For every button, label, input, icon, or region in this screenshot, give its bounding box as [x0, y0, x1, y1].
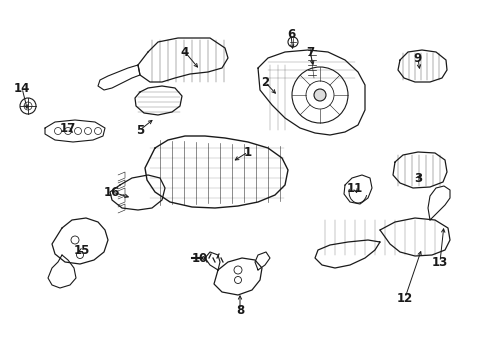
Text: 7: 7	[305, 45, 313, 58]
Text: 4: 4	[181, 45, 189, 58]
Polygon shape	[118, 188, 125, 197]
Circle shape	[291, 67, 347, 123]
Text: 12: 12	[396, 292, 412, 305]
Polygon shape	[254, 252, 269, 270]
Text: 8: 8	[235, 303, 244, 316]
Circle shape	[64, 127, 71, 135]
Text: 9: 9	[413, 51, 421, 64]
Text: 2: 2	[261, 76, 268, 89]
Text: 3: 3	[413, 171, 421, 184]
Text: 17: 17	[60, 122, 76, 135]
Polygon shape	[118, 196, 125, 205]
Polygon shape	[118, 204, 125, 213]
Text: 10: 10	[191, 252, 208, 265]
Polygon shape	[379, 218, 449, 256]
Polygon shape	[145, 136, 287, 208]
Circle shape	[24, 102, 32, 110]
Polygon shape	[45, 120, 105, 142]
Polygon shape	[392, 152, 446, 188]
Text: 14: 14	[14, 81, 30, 94]
Polygon shape	[138, 38, 227, 82]
Circle shape	[74, 127, 81, 135]
Polygon shape	[98, 65, 140, 90]
Circle shape	[20, 98, 36, 114]
Circle shape	[305, 81, 333, 109]
Circle shape	[71, 236, 79, 244]
Text: 16: 16	[103, 185, 120, 198]
Polygon shape	[397, 50, 446, 82]
Circle shape	[94, 127, 102, 135]
Polygon shape	[135, 86, 182, 115]
Polygon shape	[427, 186, 449, 220]
Text: 13: 13	[431, 256, 447, 269]
Polygon shape	[48, 255, 76, 288]
Text: 15: 15	[74, 243, 90, 256]
Circle shape	[287, 37, 297, 47]
Circle shape	[84, 127, 91, 135]
Polygon shape	[214, 258, 262, 295]
Circle shape	[54, 127, 61, 135]
Polygon shape	[118, 172, 125, 181]
Circle shape	[234, 276, 241, 284]
Text: 1: 1	[244, 145, 251, 158]
Text: 6: 6	[286, 28, 295, 41]
Polygon shape	[314, 240, 379, 268]
Polygon shape	[204, 252, 220, 270]
Circle shape	[234, 266, 242, 274]
Polygon shape	[343, 175, 371, 204]
Polygon shape	[258, 50, 364, 135]
Polygon shape	[110, 175, 164, 210]
Polygon shape	[52, 218, 108, 264]
Circle shape	[313, 89, 325, 101]
Circle shape	[76, 252, 83, 258]
Text: 11: 11	[346, 181, 363, 194]
Text: 5: 5	[136, 123, 144, 136]
Polygon shape	[118, 180, 125, 189]
